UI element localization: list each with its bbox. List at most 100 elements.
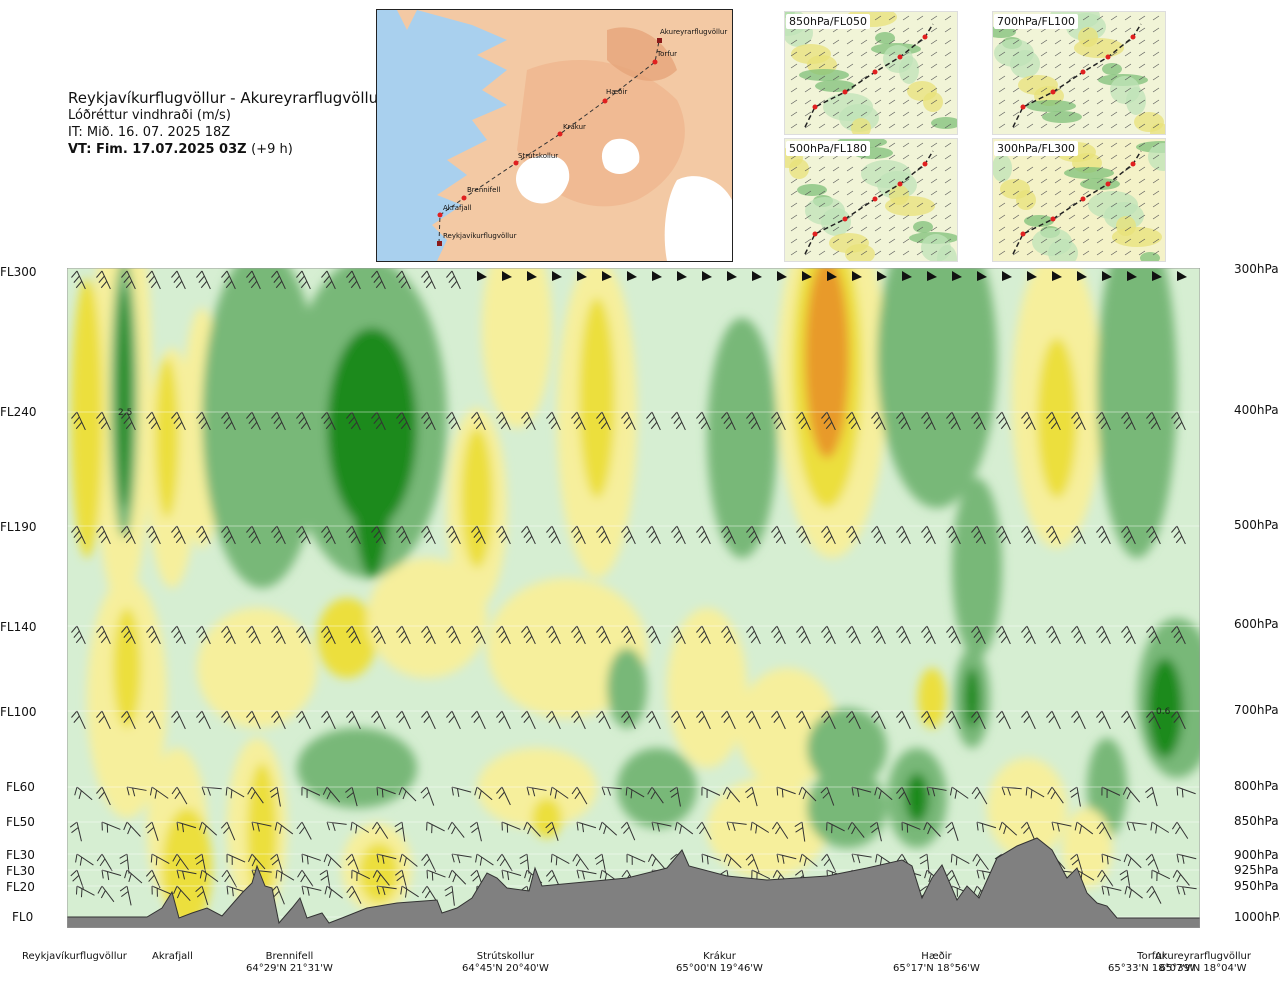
wind-barb (521, 710, 536, 730)
wind-barb (448, 869, 467, 885)
wind-barb (550, 853, 570, 866)
velocity-blob (987, 758, 1067, 858)
velocity-blob (113, 608, 141, 728)
wind-barb (1126, 821, 1147, 831)
wind-barb (996, 710, 1011, 730)
velocity-blob (1062, 808, 1112, 888)
wind-barb (746, 525, 761, 545)
wind-barb (871, 625, 886, 645)
wind-barb (1051, 821, 1072, 832)
wind-barb (171, 710, 186, 730)
wind-barb (426, 821, 445, 834)
wind-barb (469, 821, 482, 842)
wind-barb (921, 411, 936, 431)
wind-barb (1101, 853, 1121, 865)
wind-barb (71, 525, 86, 545)
wind-barb (671, 710, 686, 730)
wind-barb (446, 525, 461, 545)
wind-barb (172, 853, 190, 871)
wind-barb (221, 710, 236, 730)
wind-barb (371, 525, 386, 545)
wind-barb (146, 270, 161, 290)
wind-barb (274, 821, 294, 835)
hpa-label-925: 925hPa (1234, 863, 1279, 877)
wind-barb (621, 625, 636, 645)
velocity-blob (707, 778, 827, 878)
wind-barb (321, 625, 336, 645)
wind-barb (399, 853, 418, 867)
velocity-blob (805, 268, 849, 458)
wind-barb (121, 625, 136, 645)
wind-barb (802, 271, 812, 281)
wind-barb (171, 411, 186, 431)
wind-barb (821, 411, 836, 431)
wind-barb (1025, 786, 1045, 799)
hpa-label-800: 800hPa (1234, 779, 1279, 793)
wind-barb (296, 821, 312, 840)
station-haedir: Hæðir 65°17'N 18°56'W (893, 951, 980, 974)
wind-barb (1021, 710, 1036, 730)
wind-barb (572, 853, 590, 871)
wind-barb (394, 821, 406, 842)
max-label-2: 0.6 (1156, 707, 1171, 717)
wind-barb (124, 869, 143, 884)
wind-barb (901, 821, 921, 833)
wind-barb (1052, 271, 1062, 281)
wind-barb (221, 625, 236, 645)
wind-barb (376, 853, 397, 864)
wind-barb (471, 411, 486, 431)
wind-barb (119, 853, 130, 874)
wind-barb (346, 625, 361, 645)
route-map: Akureyrarflugvöllur Torfur Hæðir Krákur … (376, 9, 733, 262)
wind-barb (121, 411, 136, 431)
wind-barb (101, 821, 121, 833)
wind-barb (771, 525, 786, 545)
wind-barb (846, 411, 861, 431)
wind-barb (446, 270, 461, 290)
wind-barb (346, 525, 361, 545)
hpa-label-950: 950hPa (1234, 879, 1279, 893)
wind-barb (171, 786, 188, 805)
wind-barb (527, 271, 537, 281)
wind-barb (796, 625, 811, 645)
wind-barb (620, 821, 636, 841)
wind-barb (444, 885, 455, 906)
velocity-blob (117, 288, 131, 508)
wind-barb (776, 786, 796, 798)
wind-barb (523, 821, 541, 837)
wind-barb (246, 625, 261, 645)
wind-barb (923, 821, 941, 837)
wind-barb (271, 710, 286, 730)
wind-barb (251, 821, 272, 832)
velocity-blob (71, 278, 103, 558)
mini-map-300-graphic (993, 139, 1165, 261)
velocity-blob (352, 763, 402, 803)
mini-map-850-graphic (785, 12, 957, 134)
wind-barb (746, 710, 761, 730)
wind-barb (271, 411, 286, 431)
wind-barb (696, 411, 711, 431)
wind-barb (301, 885, 322, 896)
wind-barb (1171, 525, 1186, 545)
wind-barb (950, 853, 970, 866)
mini-map-500-label: 500hPa/FL180 (786, 141, 871, 156)
wind-barb (297, 869, 314, 887)
wind-barb (71, 270, 86, 290)
wind-barb (96, 625, 111, 645)
wind-barb (1071, 525, 1086, 545)
mini-map-850: 850hPa/FL050 (784, 11, 958, 135)
fl-label-240: FL240 (0, 405, 37, 419)
wind-barb (746, 625, 761, 645)
wind-barb (198, 821, 218, 836)
wind-barb (421, 525, 436, 545)
hpa-label-500: 500hPa (1234, 518, 1279, 532)
wind-barb (496, 786, 511, 806)
wind-barb (1021, 411, 1036, 431)
wind-barb (552, 271, 562, 281)
velocity-blob (482, 268, 552, 428)
wind-barb (771, 625, 786, 645)
wind-barb (1171, 710, 1186, 730)
wind-barb (471, 525, 486, 545)
wind-barb (702, 271, 712, 281)
wind-barb (176, 821, 197, 833)
